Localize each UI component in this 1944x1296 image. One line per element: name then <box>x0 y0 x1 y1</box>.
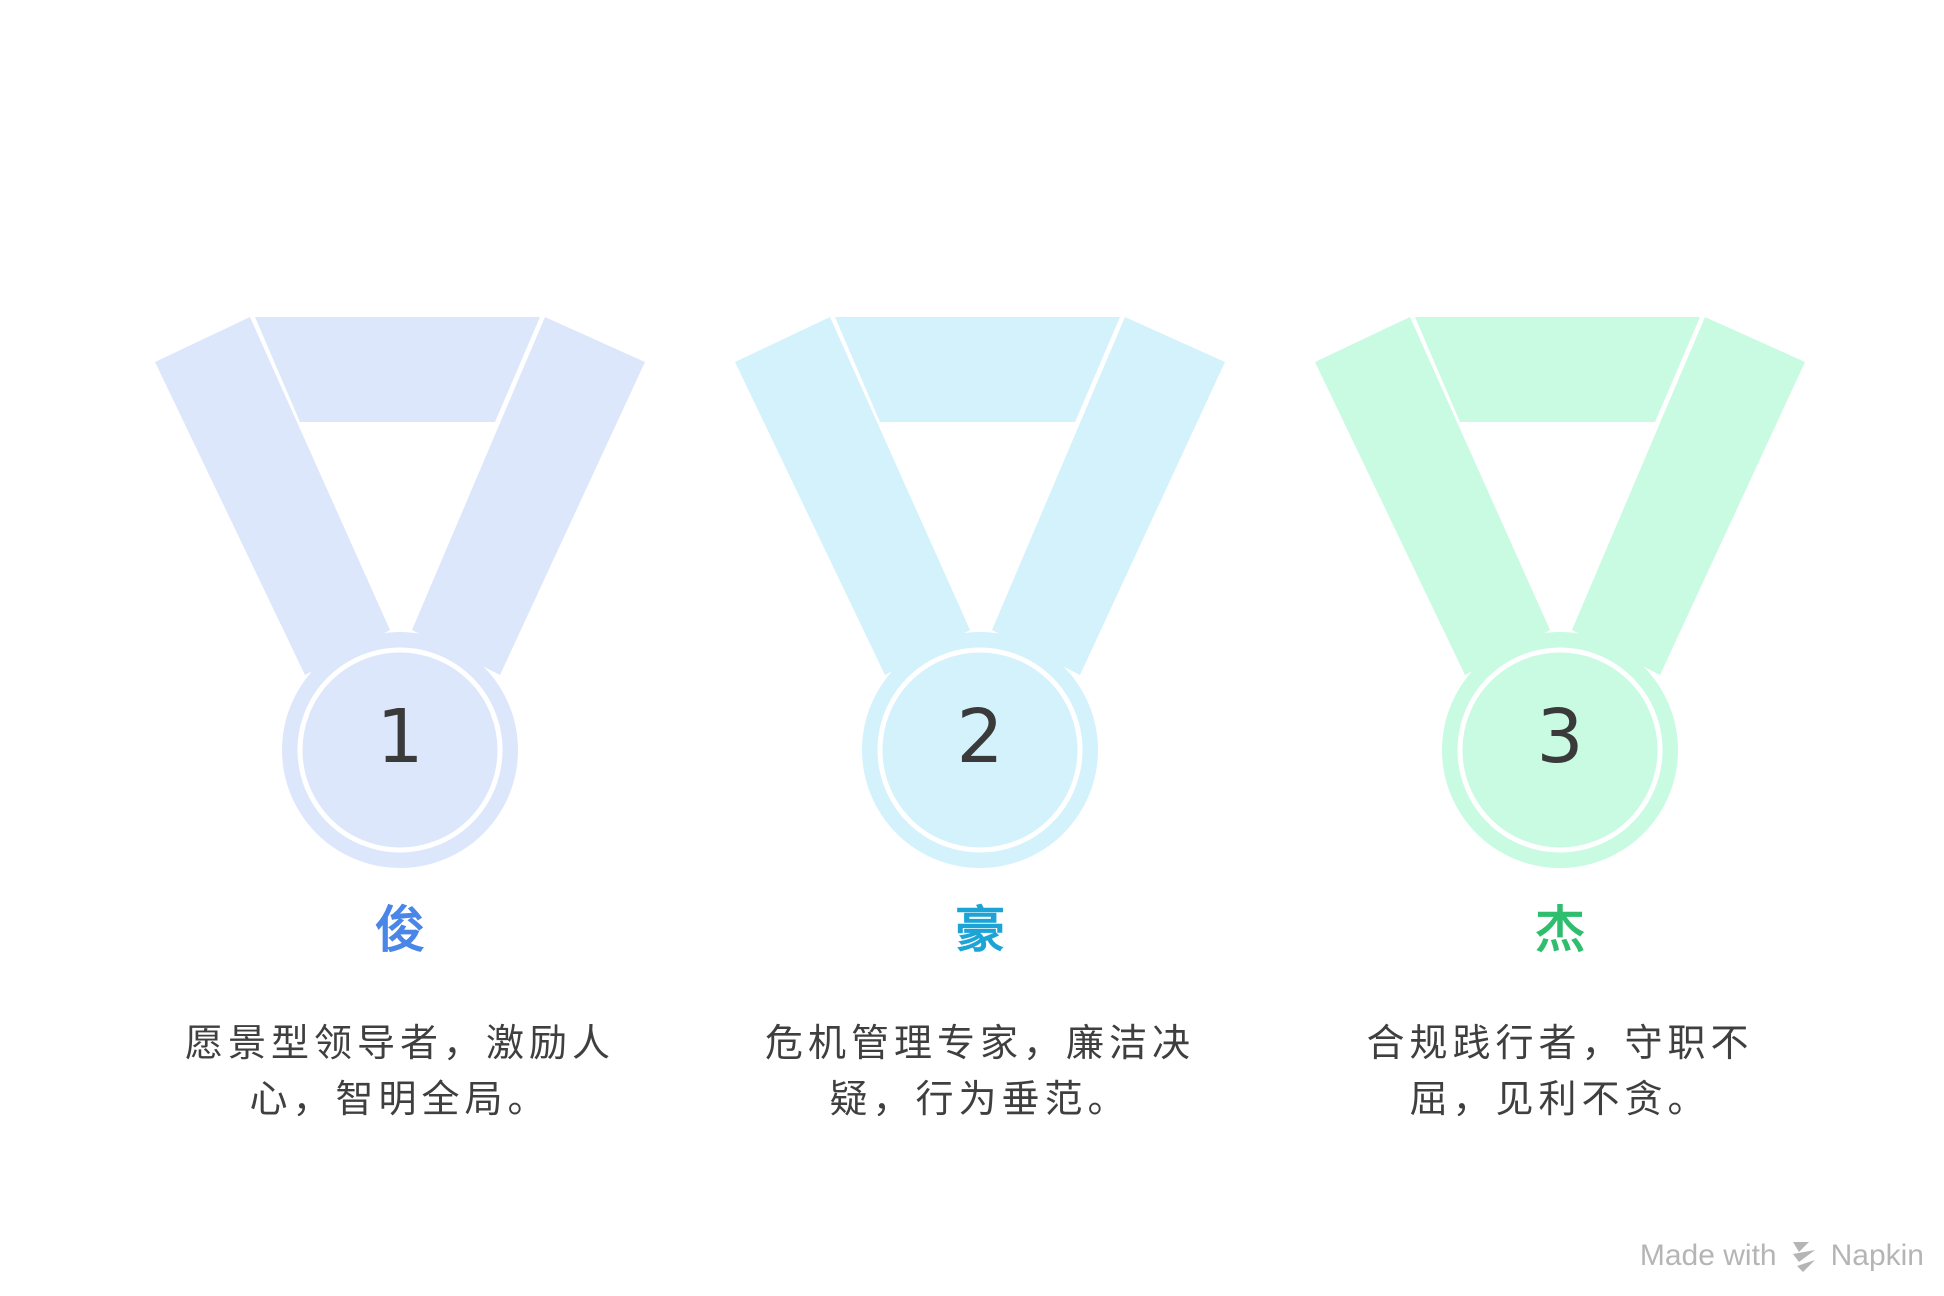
card-description-1: 愿景型领导者，激励人心，智明全局。 <box>184 1021 615 1121</box>
medal-number: 1 <box>376 694 424 780</box>
medal-3: 3 <box>1310 300 1810 880</box>
medal-ring <box>1457 647 1663 853</box>
medal-ribbon-graphic <box>735 317 1225 868</box>
card-title-2: 豪 <box>955 900 1005 959</box>
medal-disc <box>862 632 1098 868</box>
napkin-brand-label: Napkin <box>1830 1239 1924 1272</box>
card-description-2: 危机管理专家，廉洁决疑，行为垂范。 <box>764 1021 1195 1121</box>
ribbon-right <box>992 317 1225 675</box>
medal-disc <box>1442 632 1678 868</box>
card-title-3: 杰 <box>1535 900 1585 959</box>
ribbon-back <box>1415 317 1700 422</box>
ribbon-left <box>1315 317 1550 675</box>
ribbon-right <box>412 317 645 675</box>
card-title-1: 俊 <box>375 900 425 959</box>
medal-ring <box>877 647 1083 853</box>
medal-disc <box>282 632 518 868</box>
card-description-3: 合规践行者，守职不屈，见利不贪。 <box>1366 1021 1754 1121</box>
medal-ribbon-graphic <box>155 317 645 868</box>
ribbon-back <box>255 317 540 422</box>
made-with-label: Made with <box>1639 1239 1777 1272</box>
medal-ring <box>297 647 503 853</box>
medal-1: 1 <box>150 300 650 880</box>
made-with-napkin-watermark: Made with Napkin <box>1640 1238 1924 1274</box>
ribbon-left <box>155 317 390 675</box>
medal-2: 2 <box>730 300 1230 880</box>
ribbon-back <box>835 317 1120 422</box>
ribbon-left <box>735 317 970 675</box>
medal-number: 2 <box>956 694 1004 780</box>
medal-number: 3 <box>1536 694 1584 780</box>
napkin-logo-icon <box>1792 1242 1815 1272</box>
medal-ribbon-graphic <box>1315 317 1805 868</box>
ribbon-right <box>1572 317 1805 675</box>
